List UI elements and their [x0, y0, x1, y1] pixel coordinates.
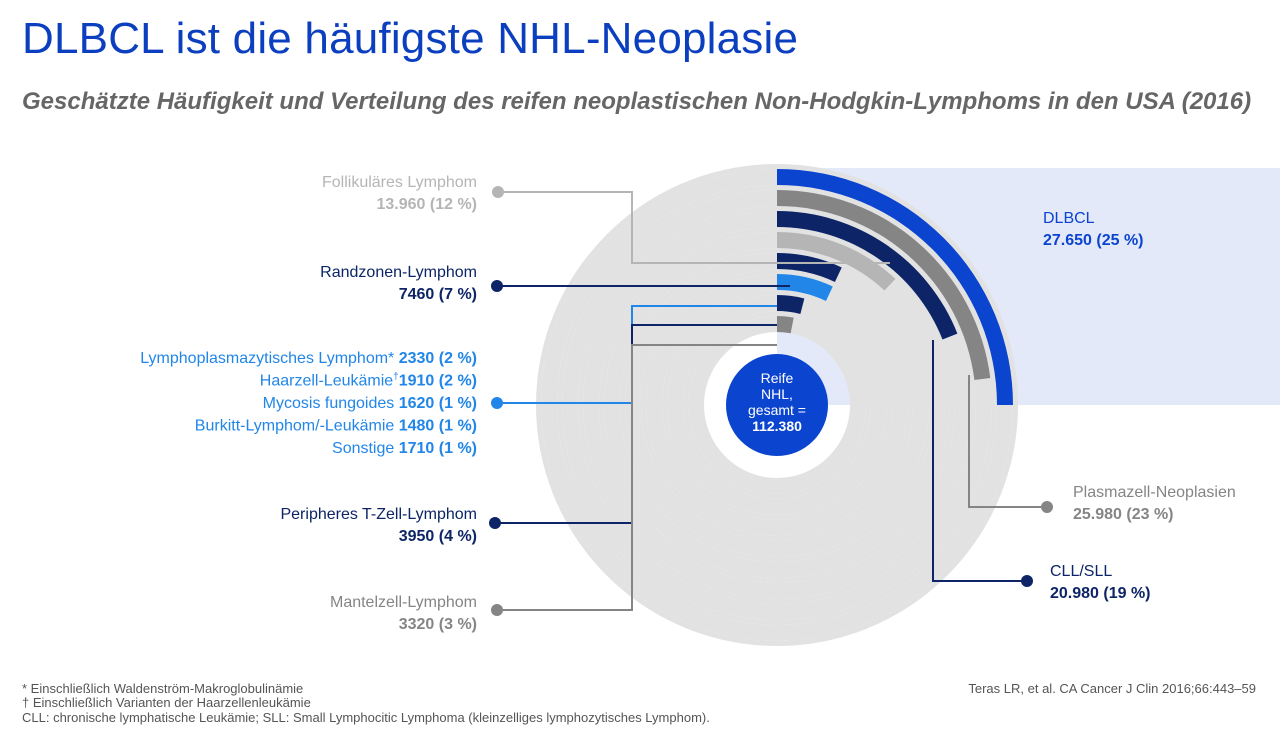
- chart-labels: Follikuläres Lymphom 13.960 (12 %) Randzon…: [140, 174, 1236, 633]
- center-disc: [726, 354, 828, 456]
- label-dlbcl-name: DLBCL: [1043, 210, 1095, 227]
- ring-gap-2: [557, 185, 997, 625]
- dot-follikular: [492, 186, 504, 198]
- label-follikular-name: Follikuläres Lymphom: [322, 174, 477, 191]
- label-group-5-name: Sonstige: [332, 440, 394, 457]
- connector-plasmazell: [968, 375, 1047, 508]
- label-group-2-sup: †: [393, 372, 399, 383]
- center-text-1: Reife: [761, 370, 794, 386]
- label-plasmazell-name: Plasmazell-Neoplasien: [1073, 484, 1236, 501]
- label-plasmazell-value: 25.980 (23 %): [1073, 506, 1174, 523]
- center-text-4: 112.380: [752, 418, 802, 434]
- dot-peripheres: [489, 517, 501, 529]
- label-group-3-name: Mycosis fungoides: [263, 395, 395, 412]
- dot-randzonen: [491, 280, 503, 292]
- label-dlbcl-value: 27.650 (25 %): [1043, 232, 1144, 249]
- label-group-1-value: 2330 (2 %): [394, 350, 477, 367]
- label-group-4: Burkitt-Lymphom/-Leukämie 1480 (1 %): [195, 418, 477, 435]
- ring-gap-8: [683, 311, 871, 499]
- chart-connectors: [489, 186, 1053, 616]
- label-group-4-value: 1480 (1 %): [394, 418, 477, 435]
- connector-cll-sll: [932, 340, 1027, 582]
- bar-plasmazell: [777, 190, 991, 381]
- bar-mantelzell: [777, 316, 794, 334]
- label-group-5-value: 1710 (1 %): [394, 440, 477, 457]
- chart-bars: [777, 169, 1013, 405]
- ring-gap-5: [620, 248, 934, 562]
- label-group-5: Sonstige 1710 (1 %): [332, 440, 477, 457]
- label-mantelzell-value: 3320 (3 %): [399, 616, 477, 633]
- dot-mantelzell: [491, 604, 503, 616]
- label-cll-sll-value: 20.980 (19 %): [1050, 585, 1151, 602]
- dot-group-small: [491, 397, 503, 409]
- page-title: DLBCL ist die häufigste NHL-Neoplasie: [22, 14, 799, 63]
- label-group-1-name: Lymphoplasmazytisches Lymphom*: [140, 350, 394, 367]
- connector-mantelzell: [497, 344, 777, 611]
- ring-gap-4: [599, 227, 955, 583]
- bar-cll-sll: [777, 211, 958, 340]
- label-group-3: Mycosis fungoides 1620 (1 %): [263, 395, 477, 412]
- page-subtitle: Geschätzte Häufigkeit und Verteilung des…: [22, 88, 1252, 115]
- center-text-3: gesamt =: [748, 402, 806, 418]
- footnote-2: † Einschließlich Varianten der Haarzelle…: [22, 695, 311, 710]
- label-group-2-name: Haarzell-Leukämie: [260, 373, 393, 390]
- source-citation: Teras LR, et al. CA Cancer J Clin 2016;6…: [968, 681, 1256, 696]
- label-cll-sll-name: CLL/SLL: [1050, 563, 1112, 580]
- label-group-2: Haarzell-Leukämie†1910 (2 %): [260, 372, 477, 390]
- label-randzonen-value: 7460 (7 %): [399, 286, 477, 303]
- ring-gap-3: [578, 206, 976, 604]
- ring-gap-6: [641, 269, 913, 541]
- label-group-2-value: 1910 (2 %): [399, 373, 477, 390]
- bar-dlbcl: [777, 169, 1013, 405]
- bar-peripheres: [777, 295, 805, 314]
- bar-group-small: [777, 274, 833, 301]
- bar-randzonen: [777, 253, 842, 282]
- connector-follikular: [498, 191, 890, 264]
- center-text-2: NHL,: [761, 386, 793, 402]
- label-group-3-value: 1620 (1 %): [394, 395, 477, 412]
- ring-gap-7: [662, 290, 892, 520]
- footnote-3: CLL: chronische lymphatische Leukämie; S…: [22, 710, 710, 725]
- label-mantelzell-name: Mantelzell-Lymphom: [330, 594, 477, 611]
- dot-plasmazell: [1041, 501, 1053, 513]
- bar-follikular: [777, 232, 896, 291]
- label-group-1: Lymphoplasmazytisches Lymphom* 2330 (2 %…: [140, 350, 477, 367]
- label-group-4-name: Burkitt-Lymphom/-Leukämie: [195, 418, 395, 435]
- label-peripheres-name: Peripheres T-Zell-Lymphom: [280, 506, 477, 523]
- label-peripheres-value: 3950 (4 %): [399, 528, 477, 545]
- ring-gap-1: [536, 164, 1018, 646]
- label-follikular-value: 13.960 (12 %): [376, 196, 477, 213]
- dot-cll-sll: [1021, 575, 1033, 587]
- label-randzonen-name: Randzonen-Lymphom: [320, 264, 477, 281]
- footnote-1: * Einschließlich Waldenström-Makroglobul…: [22, 681, 304, 696]
